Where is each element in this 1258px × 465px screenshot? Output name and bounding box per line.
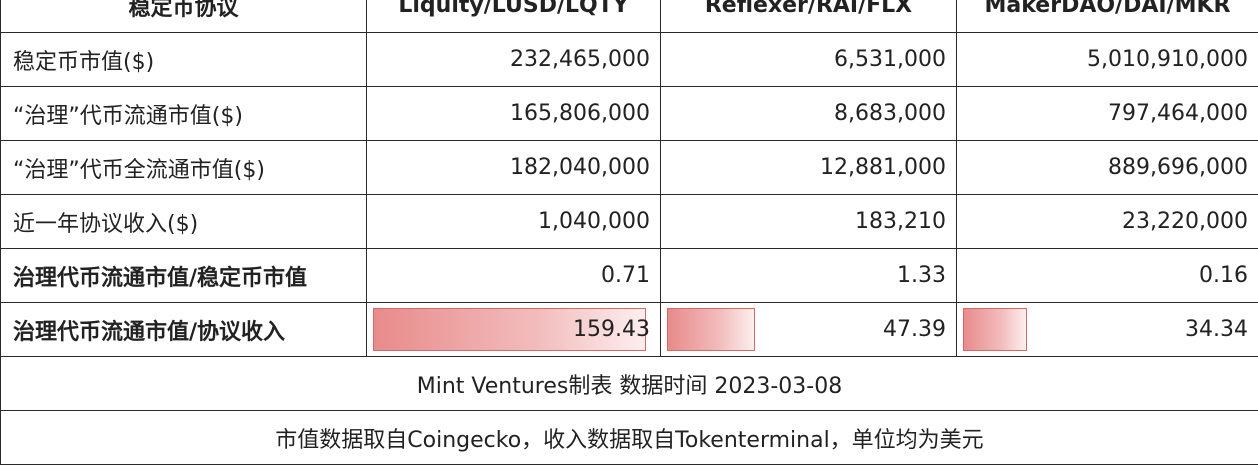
cell-liquity: 1,040,000 (367, 195, 661, 249)
cell-liquity: 182,040,000 (367, 141, 661, 195)
cell-makerdao: 889,696,000 (957, 141, 1258, 195)
data-bar (963, 308, 1027, 351)
row-label: 治理代币流通市值/协议收入 (1, 303, 367, 357)
footer-row: Mint Ventures制表 数据时间 2023-03-08 (1, 357, 1258, 411)
bar-value: 159.43 (573, 303, 650, 356)
table-row: “治理”代币全流通市值($) 182,040,000 12,881,000 88… (1, 141, 1258, 195)
data-bar (667, 308, 755, 351)
row-label: “治理”代币流通市值($) (1, 87, 367, 141)
bar-value: 47.39 (883, 303, 946, 356)
row-label: 近一年协议收入($) (1, 195, 367, 249)
bar-cell-makerdao: 34.34 (957, 303, 1258, 357)
cell-liquity: 165,806,000 (367, 87, 661, 141)
header-row: 稳定币协议 Liquity/LUSD/LQTY Reflexer/RAI/FLX… (1, 0, 1258, 33)
table-row: 稳定币市值($) 232,465,000 6,531,000 5,010,910… (1, 33, 1258, 87)
table-row: 近一年协议收入($) 1,040,000 183,210 23,220,000 (1, 195, 1258, 249)
cell-makerdao: 5,010,910,000 (957, 33, 1258, 87)
bar-row: 治理代币流通市值/协议收入 159.43 47.39 34.34 (1, 303, 1258, 357)
cell-reflexer: 183,210 (661, 195, 957, 249)
header-reflexer: Reflexer/RAI/FLX (661, 0, 957, 33)
cell-liquity: 232,465,000 (367, 33, 661, 87)
header-protocol: 稳定币协议 (1, 0, 367, 33)
header-liquity: Liquity/LUSD/LQTY (367, 0, 661, 33)
cell-reflexer: 12,881,000 (661, 141, 957, 195)
cell-makerdao: 797,464,000 (957, 87, 1258, 141)
header-makerdao: MakerDAO/DAI/MKR (957, 0, 1258, 33)
bar-cell-liquity: 159.43 (367, 303, 661, 357)
cell-makerdao: 23,220,000 (957, 195, 1258, 249)
cell-makerdao: 0.16 (957, 249, 1258, 303)
cell-reflexer: 1.33 (661, 249, 957, 303)
cell-reflexer: 6,531,000 (661, 33, 957, 87)
cell-liquity: 0.71 (367, 249, 661, 303)
row-label: “治理”代币全流通市值($) (1, 141, 367, 195)
row-label: 稳定币市值($) (1, 33, 367, 87)
bar-cell-reflexer: 47.39 (661, 303, 957, 357)
row-label: 治理代币流通市值/稳定币市值 (1, 249, 367, 303)
bar-value: 34.34 (1185, 303, 1248, 356)
footer-source-date: Mint Ventures制表 数据时间 2023-03-08 (1, 357, 1258, 411)
table-row: “治理”代币流通市值($) 165,806,000 8,683,000 797,… (1, 87, 1258, 141)
cell-reflexer: 8,683,000 (661, 87, 957, 141)
table-row: 治理代币流通市值/稳定币市值 0.71 1.33 0.16 (1, 249, 1258, 303)
